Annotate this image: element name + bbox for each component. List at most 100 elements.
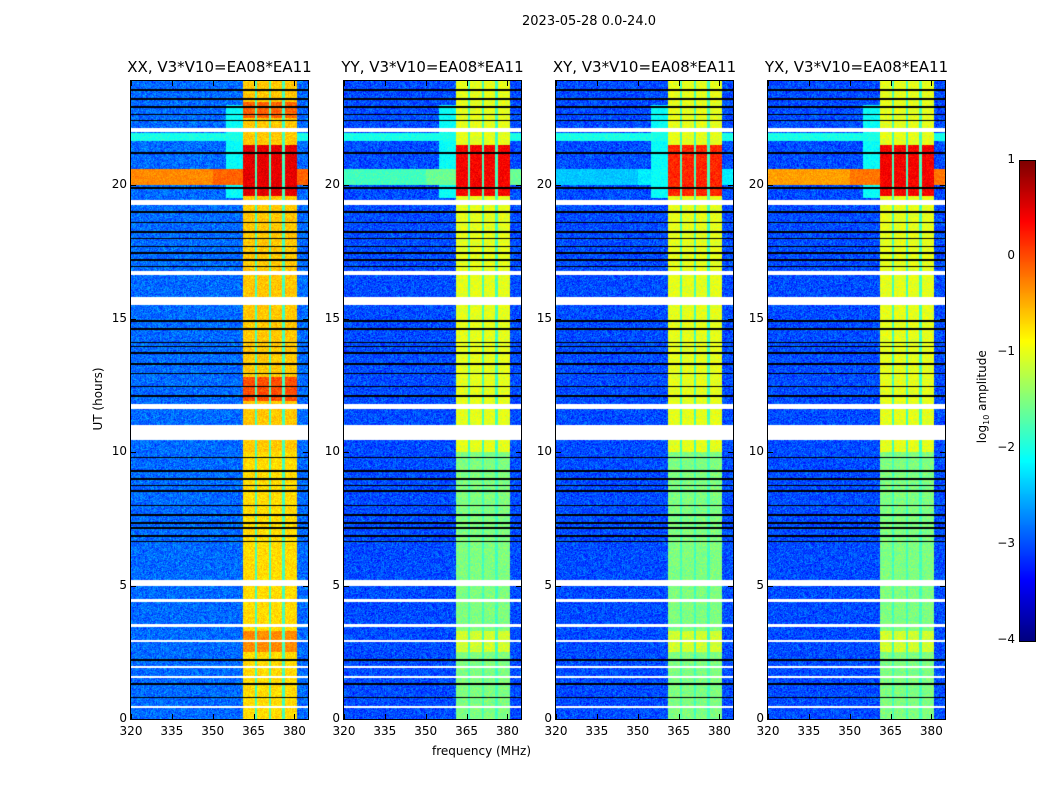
y-tick-right	[728, 585, 733, 587]
colorbar-label-prefix: log	[974, 424, 989, 444]
y-tick	[768, 585, 773, 587]
x-tick-label: 335	[373, 724, 397, 738]
panel-title: XY, V3*V10=EA08*EA11	[552, 58, 737, 76]
y-tick	[556, 185, 561, 187]
x-tick-label: 380	[495, 724, 519, 738]
y-tick-right	[728, 318, 733, 320]
x-tick-label: 350	[838, 724, 862, 738]
y-tick-label: 0	[332, 711, 340, 725]
y-tick	[131, 318, 136, 320]
x-tick-top	[131, 81, 132, 86]
y-tick-label: 15	[536, 310, 552, 325]
x-tick-label: 380	[919, 724, 943, 738]
x-tick-top	[931, 81, 933, 86]
y-tick-right	[516, 452, 521, 454]
y-tick	[556, 585, 561, 587]
y-tick-right	[940, 185, 945, 187]
y-tick-right	[728, 452, 733, 454]
y-tick-label: 0	[756, 711, 764, 725]
x-tick-label: 350	[626, 724, 650, 738]
y-tick	[131, 585, 136, 587]
x-tick-top	[596, 81, 598, 86]
heatmap-panel	[767, 80, 946, 720]
x-tick-top	[849, 81, 851, 86]
y-tick-label: 10	[748, 444, 764, 459]
x-tick	[507, 714, 509, 719]
x-tick	[849, 714, 851, 719]
y-tick-right	[303, 585, 308, 587]
y-tick	[768, 318, 773, 320]
colorbar	[1019, 160, 1036, 642]
y-tick-label: 5	[756, 577, 764, 592]
y-tick-right	[940, 585, 945, 587]
y-tick-label: 0	[119, 711, 127, 725]
y-tick	[768, 719, 773, 720]
x-tick	[344, 714, 345, 719]
x-tick-label: 320	[332, 724, 356, 738]
x-tick-label: 320	[119, 724, 143, 738]
y-tick-right	[516, 585, 521, 587]
x-tick-top	[466, 81, 468, 86]
x-tick-top	[507, 81, 509, 86]
colorbar-tick-label: −2	[997, 440, 1015, 454]
y-tick	[556, 318, 561, 320]
heatmap-panel	[130, 80, 309, 720]
x-tick	[131, 714, 132, 719]
panel-title: XX, V3*V10=EA08*EA11	[127, 58, 312, 76]
colorbar-tick-label: 0	[1007, 248, 1015, 262]
x-tick-top	[890, 81, 892, 86]
x-tick-top	[678, 81, 680, 86]
y-tick-label: 15	[748, 310, 764, 325]
y-tick	[344, 452, 349, 454]
x-tick-top	[768, 81, 769, 86]
x-tick-label: 335	[585, 724, 609, 738]
x-tick-top	[556, 81, 557, 86]
y-tick	[556, 719, 561, 720]
x-tick	[425, 714, 427, 719]
y-tick-label: 20	[111, 177, 127, 192]
y-tick-right	[516, 719, 521, 720]
y-tick-label: 5	[544, 577, 552, 592]
panel-title: YX, V3*V10=EA08*EA11	[764, 58, 949, 76]
y-tick	[131, 185, 136, 187]
x-tick-label: 380	[707, 724, 731, 738]
x-tick-top	[637, 81, 639, 86]
x-tick-label: 320	[756, 724, 780, 738]
colorbar-tick-label: −3	[997, 536, 1015, 550]
x-tick-top	[344, 81, 345, 86]
x-tick-label: 320	[544, 724, 568, 738]
y-tick	[344, 585, 349, 587]
heatmap-image	[556, 81, 733, 719]
x-tick	[253, 714, 255, 719]
y-tick-label: 10	[324, 444, 340, 459]
x-tick-top	[808, 81, 810, 86]
x-tick-top	[253, 81, 255, 86]
x-tick-top	[171, 81, 173, 86]
y-tick-right	[940, 452, 945, 454]
x-tick-label: 365	[455, 724, 478, 738]
y-tick-label: 0	[544, 711, 552, 725]
y-tick-label: 15	[111, 310, 127, 325]
colorbar-label-sub: 10	[982, 414, 992, 425]
y-tick	[131, 719, 136, 720]
figure-suptitle: 2023-05-28 0.0-24.0	[522, 14, 656, 29]
y-tick-right	[940, 719, 945, 720]
y-tick	[768, 452, 773, 454]
x-tick	[890, 714, 892, 719]
x-tick	[466, 714, 468, 719]
y-tick	[344, 719, 349, 720]
heatmap-panel	[343, 80, 522, 720]
y-tick-label: 20	[536, 177, 552, 192]
x-tick-top	[425, 81, 427, 86]
y-tick-label: 10	[111, 444, 127, 459]
y-tick	[344, 185, 349, 187]
x-tick	[212, 714, 214, 719]
heatmap-image	[768, 81, 945, 719]
y-tick-right	[516, 185, 521, 187]
x-tick	[768, 714, 769, 719]
colorbar-tick-label: 1	[1007, 152, 1015, 166]
y-tick-label: 5	[119, 577, 127, 592]
x-tick-label: 335	[160, 724, 184, 738]
x-tick-label: 350	[414, 724, 438, 738]
y-tick	[768, 185, 773, 187]
